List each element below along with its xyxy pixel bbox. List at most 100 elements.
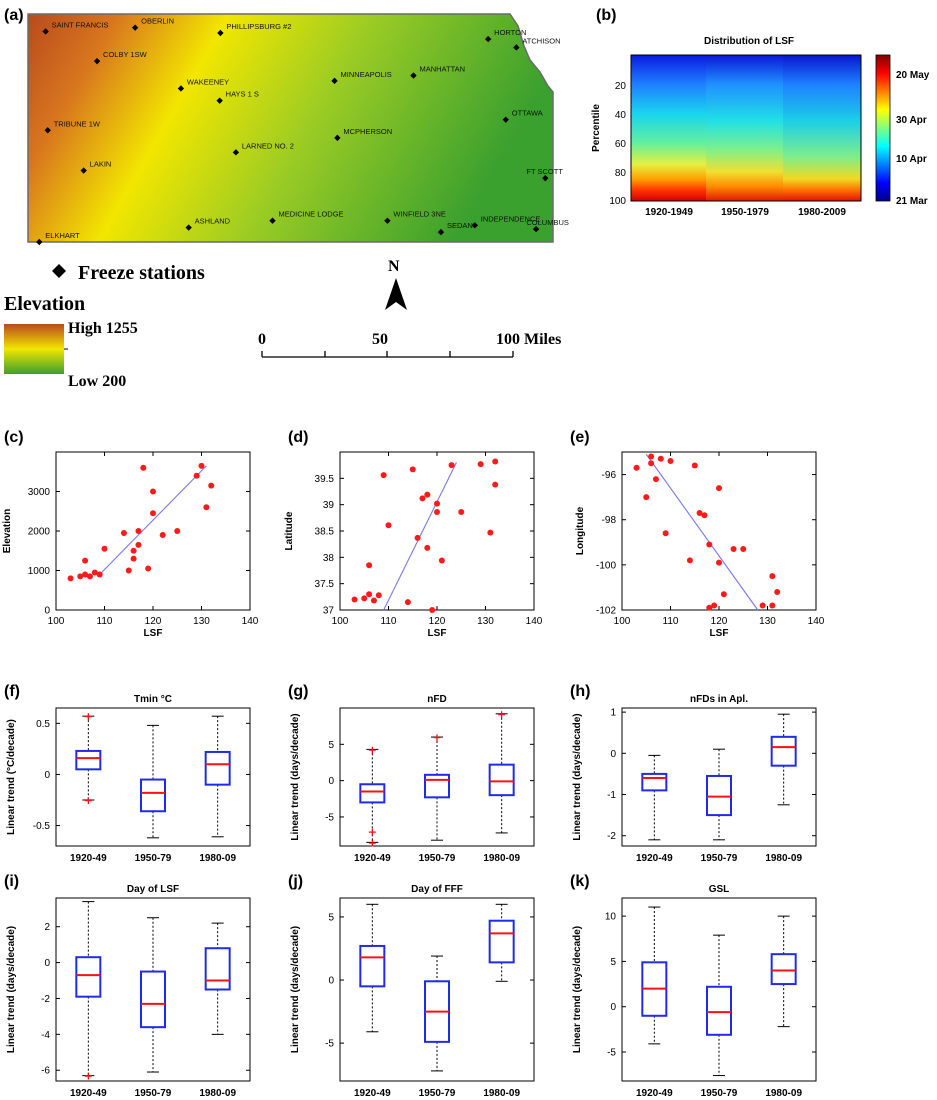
north-label: N: [388, 258, 400, 275]
data-point-d: [477, 461, 484, 468]
plot-frame-e: [621, 451, 817, 611]
data-point-c: [203, 504, 210, 511]
station-marker-sedan: [437, 228, 445, 236]
heatmap-ytick: 20: [615, 81, 627, 92]
xtick-label-e: 140: [808, 616, 825, 627]
heatmap-xtick: 1950-1979: [721, 207, 769, 218]
y-axis-label-k: Linear trend (days/decade): [572, 926, 583, 1053]
outlier-marker: +: [84, 1070, 93, 1083]
chart-panel-h: -2 -1 0 1 Linear trend (days/decade) nFDs in …: [572, 694, 817, 864]
ytick-label-f: -0.5: [33, 821, 51, 832]
plot-frame-c: [55, 451, 251, 611]
data-point-d: [419, 495, 426, 502]
data-point-c: [96, 571, 103, 578]
plot-frame-h: [621, 707, 817, 847]
xtick-label-c: 100: [48, 616, 65, 627]
data-point-c: [77, 573, 84, 580]
data-point-d: [487, 529, 494, 536]
heatmap-ylabel: Percentile: [591, 104, 602, 152]
elevation-low-label: Low 200: [68, 373, 126, 390]
station-label-medicine-lodge: MEDICINE LODGE: [279, 210, 344, 219]
data-point-d: [414, 534, 421, 541]
data-point-d: [438, 557, 445, 564]
category-label-h: 1950-79: [701, 853, 738, 864]
box-f-1920-49: ++: [75, 710, 102, 807]
x-axis-label-e: LSF: [710, 628, 729, 639]
box-j-1920-49: [359, 903, 386, 1033]
box-iqr: [75, 749, 102, 771]
freeze-stations-label: Freeze stations: [78, 262, 205, 284]
y-axis-label-c: Elevation: [2, 509, 13, 553]
ytick-label-k: 5: [610, 957, 616, 968]
ytick-label-f: 0: [44, 770, 50, 781]
category-label-g: 1950-79: [419, 853, 456, 864]
station-label-winfield-3ne: WINFIELD 3NE: [393, 210, 446, 219]
ytick-label-d: 38.5: [315, 527, 335, 538]
category-label-g: 1980-09: [483, 853, 520, 864]
station-label-lakin: LAKIN: [90, 160, 112, 169]
heatmap-ytick: 60: [615, 139, 627, 150]
station-marker-minneapolis: [331, 77, 338, 85]
data-point-e: [662, 530, 669, 537]
box-iqr: [424, 773, 450, 799]
box-iqr: [488, 763, 515, 797]
chart-panel-i: -6 -4 -2 0 2 Linear trend (days/decade) Day of…: [6, 884, 251, 1099]
station-marker-horton: [484, 35, 492, 43]
data-point-e: [759, 602, 766, 609]
box-f-1950-79: [140, 724, 166, 839]
data-point-e: [711, 602, 718, 609]
data-point-d: [448, 462, 455, 469]
y-axis-label-g: Linear trend (days/decade): [290, 713, 301, 840]
xtick-label-c: 120: [145, 616, 162, 627]
data-point-e: [716, 485, 722, 492]
data-point-c: [208, 482, 215, 489]
data-point-e: [648, 460, 655, 467]
data-point-e: [643, 494, 650, 501]
box-iqr: [359, 944, 386, 988]
heatmap-col-1920-1949: [631, 55, 706, 201]
box-i-1980-09: [204, 922, 231, 1035]
station-label-ft-scott: FT SCOTT: [526, 167, 563, 176]
plot-frame-f: [55, 707, 251, 847]
ytick-label-k: 0: [610, 1002, 616, 1013]
ytick-label-d: 39.5: [315, 474, 335, 485]
ytick-label-k: 10: [605, 912, 617, 923]
data-point-c: [130, 547, 137, 554]
data-point-d: [366, 562, 373, 569]
box-iqr: [706, 774, 732, 817]
data-point-d: [458, 509, 465, 516]
xtick-label-d: 100: [332, 616, 349, 627]
station-label-ashland: ASHLAND: [195, 217, 231, 226]
colorbar-tick: 20 May: [896, 70, 930, 81]
box-g-1950-79: +: [424, 731, 450, 841]
data-point-d: [492, 481, 499, 488]
xtick-label-c: 110: [97, 616, 113, 627]
data-point-e: [730, 546, 737, 553]
xtick-label-e: 100: [614, 616, 631, 627]
box-iqr: [140, 778, 166, 813]
ytick-label-i: 2: [44, 922, 50, 933]
category-label-k: 1980-09: [765, 1088, 802, 1099]
station-label-colby-1sw: COLBY 1SW: [103, 50, 148, 59]
ytick-label-d: 37.5: [315, 579, 335, 590]
box-iqr: [706, 985, 732, 1036]
station-marker-ashland: [185, 224, 192, 231]
station-label-sedan: SEDAN: [447, 221, 473, 230]
data-point-c: [193, 472, 200, 479]
ytick-label-d: 39: [323, 500, 335, 511]
plot-frame-i: [55, 897, 251, 1082]
station-label-phillipsburg-2: PHILLIPSBURG #2: [226, 22, 291, 31]
fit-line-c: [99, 465, 207, 575]
station-label-atchison: ATCHISON: [522, 36, 560, 45]
scale-label-100: 100 Miles: [496, 331, 561, 348]
data-point-c: [150, 488, 156, 495]
station-marker-winfield-3ne: [384, 217, 391, 224]
x-axis-label-c: LSF: [144, 628, 163, 639]
data-point-d: [434, 509, 440, 516]
ytick-label-i: -6: [41, 1066, 50, 1077]
data-point-e: [657, 455, 664, 462]
station-marker-tribune-1w: [44, 127, 51, 134]
data-point-e: [686, 557, 693, 564]
data-point-e: [720, 591, 727, 598]
